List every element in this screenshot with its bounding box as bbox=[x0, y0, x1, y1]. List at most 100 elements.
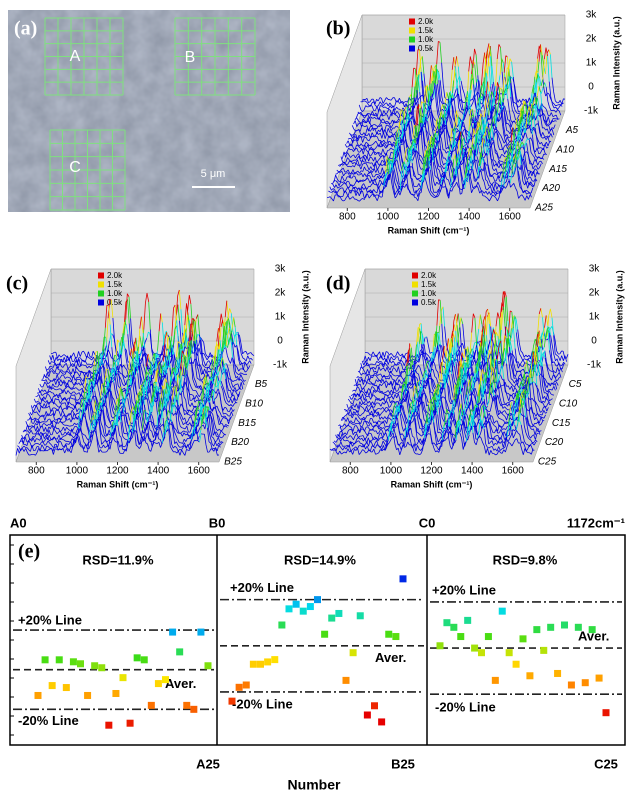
depth-label: B25 bbox=[224, 457, 242, 468]
spectrum bbox=[458, 131, 462, 140]
legend-label: 0.5k bbox=[418, 44, 434, 53]
legend-label: 1.0k bbox=[107, 289, 123, 298]
bottom-label: C25 bbox=[594, 756, 618, 771]
spectrum bbox=[411, 67, 416, 88]
legend-label: 1.5k bbox=[418, 26, 434, 35]
legend-swatch bbox=[412, 299, 418, 306]
spectrum bbox=[518, 399, 522, 411]
x-tick-label: 800 bbox=[339, 212, 356, 223]
x-tick-label: 1600 bbox=[499, 212, 522, 223]
spectrum bbox=[425, 84, 502, 105]
spectrum bbox=[352, 354, 556, 394]
spectrum bbox=[436, 41, 550, 65]
data-point bbox=[285, 605, 293, 613]
data-point bbox=[133, 654, 141, 662]
data-point bbox=[533, 626, 541, 634]
depth-label: C25 bbox=[538, 457, 557, 468]
data-point bbox=[371, 702, 378, 710]
spectrum bbox=[386, 154, 508, 179]
data-point bbox=[457, 633, 465, 641]
x-tick-label: 1200 bbox=[420, 466, 443, 477]
spectrum bbox=[385, 154, 506, 174]
data-point bbox=[484, 633, 492, 641]
spectrum bbox=[416, 314, 497, 353]
spectrum bbox=[134, 341, 137, 351]
spectrum bbox=[429, 128, 486, 149]
data-point bbox=[561, 621, 568, 629]
spectrum bbox=[115, 398, 118, 405]
spectrum bbox=[92, 403, 205, 435]
spectrum bbox=[92, 355, 188, 382]
legend-label: 0.5k bbox=[107, 298, 123, 307]
spectrum bbox=[524, 360, 528, 367]
data-point bbox=[567, 681, 575, 689]
spectrum bbox=[94, 400, 206, 427]
spectrum bbox=[329, 420, 534, 456]
x-tick-label: 1400 bbox=[458, 212, 481, 223]
reference-label: -20% Line bbox=[232, 696, 293, 711]
depth-label: A10 bbox=[555, 144, 574, 155]
spectrum bbox=[104, 368, 159, 386]
spectrum bbox=[158, 313, 162, 332]
spectrum bbox=[493, 87, 537, 125]
data-point bbox=[464, 616, 472, 624]
spectrum bbox=[129, 411, 132, 425]
reference-label: -20% Line bbox=[435, 700, 496, 715]
data-point bbox=[588, 626, 596, 634]
data-point bbox=[378, 718, 386, 726]
spectrum bbox=[417, 103, 534, 133]
top-label: 1172cm⁻¹ bbox=[567, 515, 625, 530]
legend-swatch bbox=[98, 272, 104, 279]
spectrum bbox=[383, 160, 510, 192]
legend-label: 1.5k bbox=[107, 280, 123, 289]
spectrum bbox=[415, 376, 530, 404]
data-point bbox=[140, 656, 148, 664]
bottom-label: B25 bbox=[391, 756, 415, 771]
data-point bbox=[478, 649, 485, 657]
spectrum bbox=[426, 399, 511, 431]
spectrum bbox=[412, 385, 437, 397]
panel-label: (d) bbox=[326, 273, 350, 295]
data-point bbox=[491, 676, 499, 684]
z-tick-label: 3k bbox=[586, 10, 598, 21]
spectrum bbox=[87, 378, 215, 419]
spectrum bbox=[386, 150, 518, 174]
data-point bbox=[126, 719, 134, 727]
x-tick-label: 1000 bbox=[66, 466, 89, 477]
spectrum bbox=[171, 386, 176, 400]
spectrum bbox=[439, 306, 504, 330]
spectrum bbox=[457, 139, 460, 154]
spectrum bbox=[387, 147, 517, 178]
spectrum bbox=[417, 309, 549, 342]
data-point bbox=[271, 656, 279, 664]
spectrum bbox=[452, 316, 507, 347]
spectrum bbox=[444, 408, 474, 421]
depth-label: A5 bbox=[565, 125, 579, 136]
z-tick-label: 1k bbox=[586, 58, 598, 69]
z-axis-title: Raman Intensity (a.u.) bbox=[611, 16, 621, 110]
spectrum bbox=[440, 345, 536, 383]
panel-label: (e) bbox=[18, 541, 40, 563]
spectrum bbox=[21, 410, 225, 441]
z-tick-label: -1k bbox=[584, 106, 599, 117]
spectrum bbox=[510, 127, 513, 143]
data-point bbox=[105, 721, 113, 729]
spectrum bbox=[156, 361, 161, 383]
spectrum bbox=[428, 399, 512, 411]
data-point bbox=[197, 628, 205, 636]
data-point bbox=[249, 660, 257, 668]
x-tick-label: 1200 bbox=[106, 466, 129, 477]
spectrum bbox=[457, 297, 512, 346]
top-label: B0 bbox=[209, 515, 226, 530]
depth-label: B20 bbox=[231, 437, 249, 448]
x-tick-label: 1200 bbox=[417, 212, 440, 223]
panel-label: (a) bbox=[14, 18, 37, 40]
legend-swatch bbox=[409, 45, 415, 52]
rsd-label: RSD=9.8% bbox=[493, 552, 558, 567]
depth-label: C5 bbox=[569, 379, 582, 390]
spectrum bbox=[433, 56, 537, 100]
legend-swatch bbox=[409, 36, 415, 43]
z-tick-label: -1k bbox=[273, 360, 288, 371]
spectrum bbox=[417, 375, 529, 390]
